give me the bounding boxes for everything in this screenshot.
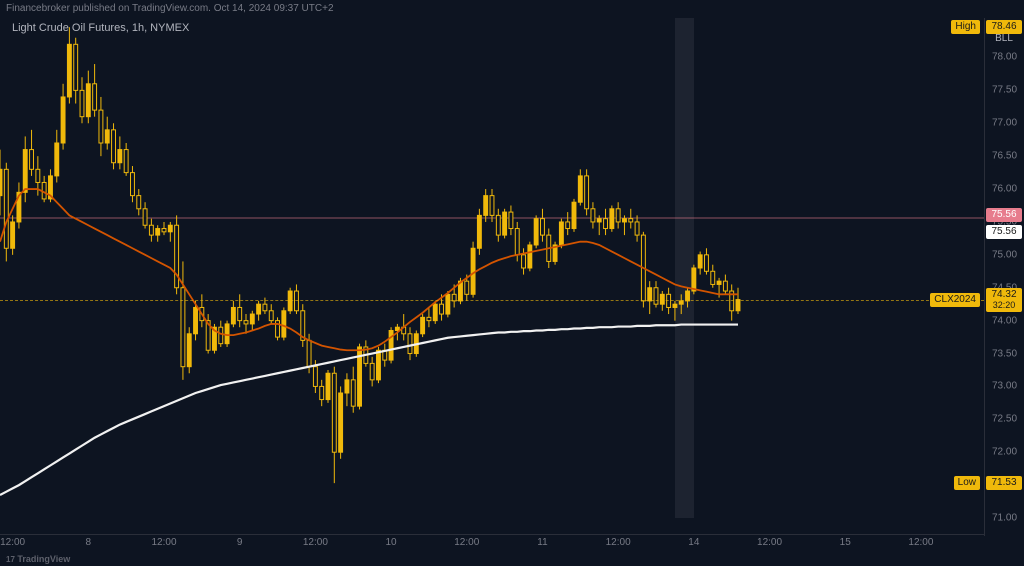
x-tick: 8 [86, 537, 92, 548]
x-tick: 10 [386, 537, 397, 548]
y-tick: 73.50 [988, 348, 1024, 359]
low-flag-value: 71.53 [986, 476, 1022, 490]
y-tick: 72.00 [988, 447, 1024, 458]
price-flag-pink: 75.56 [986, 208, 1022, 222]
x-tick: 12:00 [454, 537, 479, 548]
x-tick: 11 [537, 537, 547, 548]
price-flag-white: 75.56 [986, 225, 1022, 239]
y-tick: 73.00 [988, 381, 1024, 392]
y-tick: 76.50 [988, 151, 1024, 162]
y-tick: 78.00 [988, 52, 1024, 63]
ticker-flag-label: CLX2024 [930, 293, 980, 307]
y-tick: 77.00 [988, 118, 1024, 129]
last-price-line [0, 300, 984, 301]
y-tick: 76.00 [988, 184, 1024, 195]
x-tick: 12:00 [151, 537, 176, 548]
x-tick: 15 [840, 537, 851, 548]
x-tick: 14 [688, 537, 699, 548]
y-tick: 74.00 [988, 315, 1024, 326]
tradingview-watermark: 17 TradingView [6, 554, 70, 564]
x-tick: 12:00 [757, 537, 782, 548]
chart-svg [0, 18, 984, 518]
x-axis[interactable]: 12:00 8 12:00 9 12:00 10 12:00 11 12:00 14 12:00 15… [0, 534, 984, 552]
y-tick: 72.50 [988, 414, 1024, 425]
y-tick: 75.00 [988, 249, 1024, 260]
high-flag-value: 78.46 [986, 20, 1022, 34]
ticker-flag-value: 74.32 32:20 [986, 288, 1022, 312]
x-tick: 12:00 [0, 537, 25, 548]
x-tick: 12:00 [303, 537, 328, 548]
high-flag-label: High [951, 20, 980, 34]
x-tick: 12:00 [908, 537, 933, 548]
chart-plot-area[interactable] [0, 18, 984, 536]
x-tick: 9 [237, 537, 243, 548]
y-tick: 77.50 [988, 85, 1024, 96]
low-flag-label: Low [954, 476, 980, 490]
publisher-meta: Financebroker published on TradingView.c… [6, 3, 334, 14]
y-axis[interactable]: USD BLL 71.0071.5072.0072.5073.0073.5074… [984, 18, 1024, 536]
y-tick: 71.00 [988, 513, 1024, 524]
x-tick: 12:00 [606, 537, 631, 548]
